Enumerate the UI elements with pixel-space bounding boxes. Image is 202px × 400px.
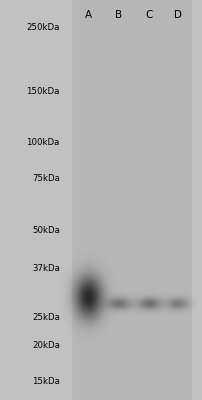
Text: D: D — [173, 10, 181, 20]
Text: 15kDa: 15kDa — [32, 378, 60, 386]
Text: 50kDa: 50kDa — [32, 226, 60, 235]
Text: 37kDa: 37kDa — [32, 264, 60, 272]
Text: 150kDa: 150kDa — [26, 87, 60, 96]
Text: B: B — [115, 10, 122, 20]
Text: 20kDa: 20kDa — [32, 341, 60, 350]
Text: A: A — [84, 10, 92, 20]
Text: 75kDa: 75kDa — [32, 174, 60, 184]
Text: 250kDa: 250kDa — [26, 23, 60, 32]
Text: 25kDa: 25kDa — [32, 313, 60, 322]
Text: C: C — [145, 10, 152, 20]
Text: 100kDa: 100kDa — [26, 138, 60, 147]
